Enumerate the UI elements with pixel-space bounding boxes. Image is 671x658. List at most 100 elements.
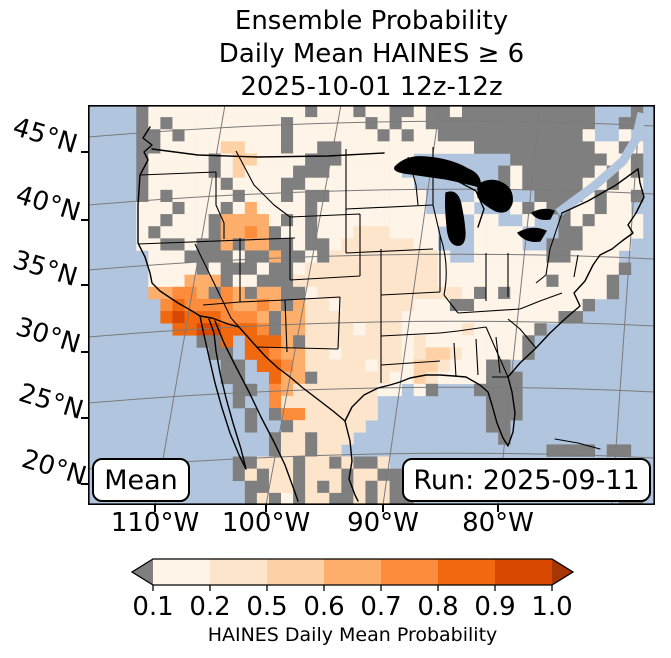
grid-cell bbox=[293, 274, 306, 288]
grid-cell bbox=[546, 165, 559, 179]
grid-cell bbox=[474, 347, 487, 360]
grid-cell bbox=[353, 105, 366, 118]
grid-cell bbox=[220, 359, 234, 372]
grid-cell bbox=[510, 105, 523, 118]
grid-cell bbox=[208, 238, 221, 251]
grid-cell bbox=[498, 117, 511, 130]
grid-cell bbox=[281, 105, 294, 118]
grid-cell bbox=[606, 444, 620, 457]
grid-cell bbox=[256, 298, 270, 312]
grid-cell bbox=[461, 286, 475, 300]
grid-cell bbox=[172, 238, 185, 251]
grid-cell bbox=[558, 129, 571, 142]
grid-cell bbox=[365, 153, 378, 166]
grid-cell bbox=[268, 480, 282, 494]
grid-cell bbox=[256, 274, 270, 288]
grid-cell bbox=[341, 105, 354, 118]
grid-cell bbox=[305, 105, 318, 118]
grid-cell bbox=[256, 214, 270, 227]
grid-cell bbox=[498, 347, 511, 360]
grid-cell bbox=[208, 153, 221, 166]
grid-cell bbox=[281, 286, 294, 300]
grid-cell bbox=[220, 347, 234, 360]
grid-cell bbox=[606, 286, 620, 300]
grid-cell bbox=[293, 444, 306, 457]
grid-cell bbox=[136, 214, 149, 227]
grid-cell bbox=[160, 129, 173, 142]
grid-cell bbox=[606, 274, 620, 288]
run-date-label: Run: 2025-09-11 bbox=[413, 464, 640, 496]
grid-cell bbox=[486, 214, 499, 227]
grid-cell bbox=[353, 298, 366, 312]
grid-cell bbox=[437, 105, 451, 118]
grid-cell bbox=[317, 286, 330, 300]
grid-cell bbox=[534, 105, 547, 118]
lon-tick-label: 100°W bbox=[221, 508, 311, 538]
grid-cell bbox=[606, 238, 620, 251]
grid-cell bbox=[256, 262, 270, 275]
grid-cell bbox=[546, 129, 559, 142]
grid-cell bbox=[293, 189, 306, 203]
grid-cell bbox=[268, 298, 282, 312]
grid-cell bbox=[594, 262, 608, 275]
grid-cell bbox=[618, 165, 632, 179]
grid-cell bbox=[486, 359, 499, 372]
grid-cell bbox=[474, 250, 487, 263]
grid-cell bbox=[305, 359, 318, 372]
grid-cell bbox=[244, 177, 258, 191]
grid-cell bbox=[329, 311, 342, 324]
grid-cell bbox=[510, 335, 523, 348]
title-line-3: 2025-10-01 12z-12z bbox=[240, 72, 503, 102]
grid-cell bbox=[317, 335, 330, 348]
grid-cell bbox=[244, 262, 258, 275]
grid-cell bbox=[389, 238, 402, 251]
grid-cell bbox=[486, 238, 499, 251]
grid-cell bbox=[365, 323, 378, 336]
grid-cell bbox=[341, 383, 354, 397]
grid-cell bbox=[329, 395, 342, 409]
lon-tick-label: 90°W bbox=[347, 508, 419, 538]
grid-cell bbox=[413, 347, 427, 360]
grid-cell bbox=[522, 129, 535, 142]
grid-cell bbox=[425, 347, 439, 360]
lon-tick bbox=[265, 505, 267, 512]
grid-cell bbox=[365, 286, 378, 300]
grid-cell bbox=[510, 177, 523, 191]
grid-cell bbox=[305, 214, 318, 227]
grid-cell bbox=[401, 214, 415, 227]
grid-cell bbox=[534, 165, 547, 179]
grid-cell bbox=[293, 468, 306, 482]
grid-cell bbox=[256, 117, 270, 130]
grid-cell bbox=[486, 117, 499, 130]
grid-cell bbox=[486, 395, 499, 409]
grid-cell bbox=[196, 129, 209, 142]
colorbar-segment bbox=[267, 559, 324, 585]
grid-cell bbox=[486, 383, 499, 397]
grid-cell bbox=[220, 323, 234, 336]
grid-cell bbox=[486, 371, 499, 385]
grid-cell bbox=[341, 189, 354, 203]
grid-cell bbox=[293, 105, 306, 118]
grid-cell bbox=[244, 141, 258, 154]
lon-tick bbox=[382, 505, 384, 512]
grid-cell bbox=[365, 371, 378, 385]
grid-cell bbox=[281, 420, 294, 433]
grid-cell bbox=[317, 347, 330, 360]
grid-cell bbox=[148, 153, 161, 166]
grid-cell bbox=[317, 420, 330, 433]
grid-cell bbox=[172, 153, 185, 166]
grid-cell bbox=[172, 105, 185, 118]
grid-cell bbox=[389, 311, 402, 324]
grid-cell bbox=[244, 153, 258, 166]
grid-cell bbox=[486, 408, 499, 421]
grid-cell bbox=[570, 153, 583, 166]
lake-erie bbox=[517, 227, 547, 242]
grid-cell bbox=[413, 383, 427, 397]
grid-cell bbox=[618, 226, 632, 239]
grid-cell bbox=[498, 420, 511, 433]
grid-cell bbox=[341, 420, 354, 433]
grid-cell bbox=[341, 347, 354, 360]
grid-cell bbox=[486, 420, 499, 433]
grid-cell bbox=[365, 311, 378, 324]
grid-cell bbox=[281, 298, 294, 312]
